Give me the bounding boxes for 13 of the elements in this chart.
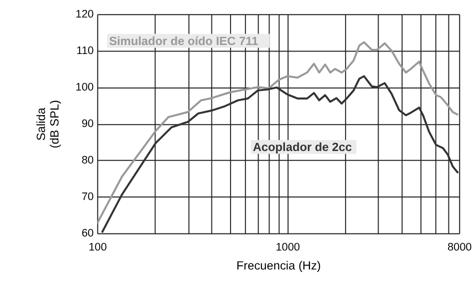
text: Simulador de oído IEC 711 — [109, 34, 259, 48]
y-axis-title: Salida (dB SPL) — [34, 100, 62, 148]
y-tick-label: 120 — [76, 8, 94, 21]
y-tick-label: 90 — [82, 118, 94, 130]
y-tick-label: 60 — [82, 228, 94, 240]
text: Acoplador de 2cc — [252, 140, 352, 154]
y-tick-label: 80 — [82, 154, 94, 167]
y-tick-label: 110 — [76, 45, 94, 58]
x-axis-title: Frecuencia (Hz) — [236, 258, 321, 272]
y-tick-label: 70 — [82, 191, 94, 204]
y-tick-label: 100 — [76, 82, 94, 94]
x-tick-label: 1000 — [276, 242, 300, 254]
x-tick-label: 8000 — [447, 242, 472, 254]
